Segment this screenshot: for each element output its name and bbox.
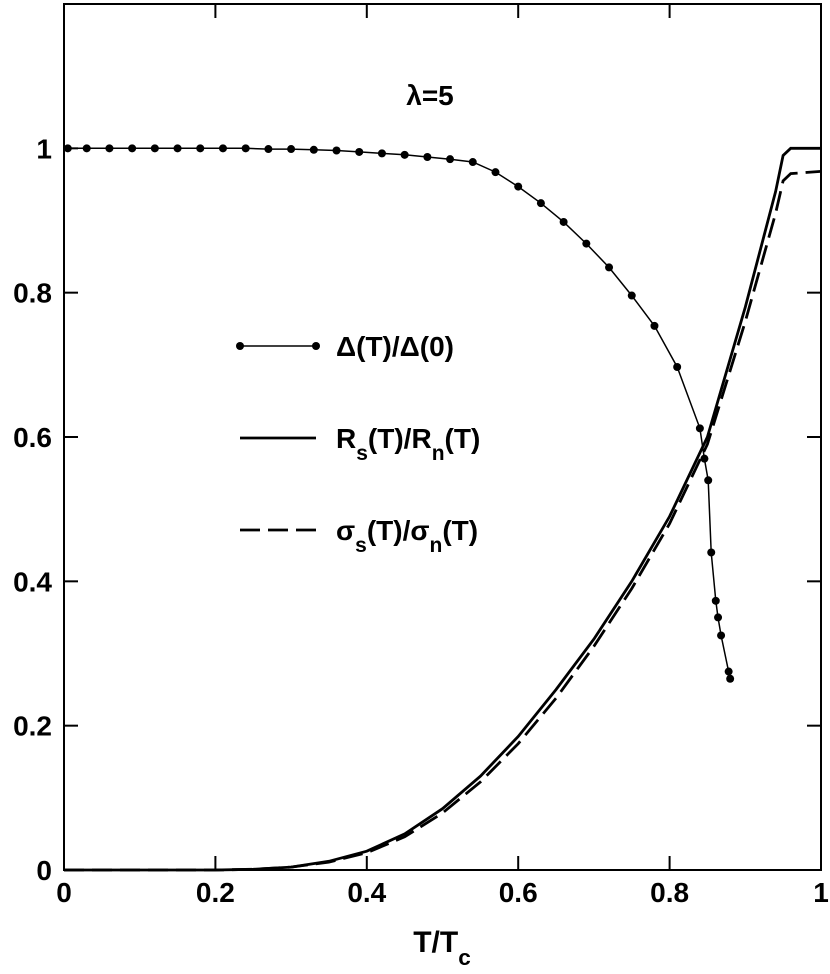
legend-label: Rs(T)/Rn(T) xyxy=(336,423,480,465)
data-point xyxy=(218,144,227,153)
data-point xyxy=(673,362,682,371)
x-tick-label: 0 xyxy=(56,877,72,908)
data-point xyxy=(536,199,545,208)
legend-marker xyxy=(312,342,320,350)
data-point xyxy=(707,548,716,557)
data-point xyxy=(491,168,500,177)
y-tick-label: 0.8 xyxy=(13,278,52,309)
series-line xyxy=(64,146,821,872)
data-point xyxy=(241,144,250,153)
x-axis-label: T/Tc xyxy=(413,926,471,969)
data-point xyxy=(704,476,713,485)
y-tick-label: 1 xyxy=(36,133,52,164)
data-point xyxy=(423,152,432,161)
data-point xyxy=(150,144,159,153)
data-point xyxy=(173,144,182,153)
data-point xyxy=(355,147,364,156)
y-tick-label: 0.4 xyxy=(13,566,52,597)
data-point xyxy=(711,596,720,605)
legend-label: Δ(T)/Δ(0) xyxy=(336,331,454,362)
data-point xyxy=(605,263,614,272)
legend-label: σs(T)/σn(T) xyxy=(336,515,478,557)
y-tick-label: 0.2 xyxy=(13,711,52,742)
data-point xyxy=(700,454,709,463)
x-tick-label: 1 xyxy=(813,877,829,908)
x-tick-label: 0.8 xyxy=(650,877,689,908)
legend-marker xyxy=(236,342,244,350)
x-tick-label: 0.4 xyxy=(347,877,386,908)
data-point xyxy=(726,674,735,683)
data-point xyxy=(400,150,409,159)
y-tick-label: 0.6 xyxy=(13,422,52,453)
data-point xyxy=(514,182,523,191)
data-point xyxy=(559,217,568,226)
data-point xyxy=(582,239,591,248)
data-point xyxy=(714,613,723,622)
data-point xyxy=(332,146,341,155)
data-point xyxy=(377,149,386,158)
x-tick-label: 0.2 xyxy=(196,877,235,908)
x-tick-label: 0.6 xyxy=(499,877,538,908)
data-point xyxy=(82,144,91,153)
series-line xyxy=(64,170,822,872)
data-point xyxy=(627,291,636,300)
data-point xyxy=(309,145,318,154)
data-point xyxy=(650,321,659,330)
data-point xyxy=(128,144,137,153)
annotation: λ=5 xyxy=(406,80,454,111)
series-line xyxy=(67,147,731,679)
data-point xyxy=(105,144,114,153)
data-point xyxy=(468,158,477,167)
data-point xyxy=(695,424,704,433)
data-point xyxy=(196,144,205,153)
data-point xyxy=(724,667,733,676)
data-point xyxy=(63,144,72,153)
data-point xyxy=(717,631,726,640)
data-point xyxy=(446,155,455,164)
y-tick-label: 0 xyxy=(36,855,52,886)
data-point xyxy=(264,145,273,154)
data-point xyxy=(287,145,296,154)
